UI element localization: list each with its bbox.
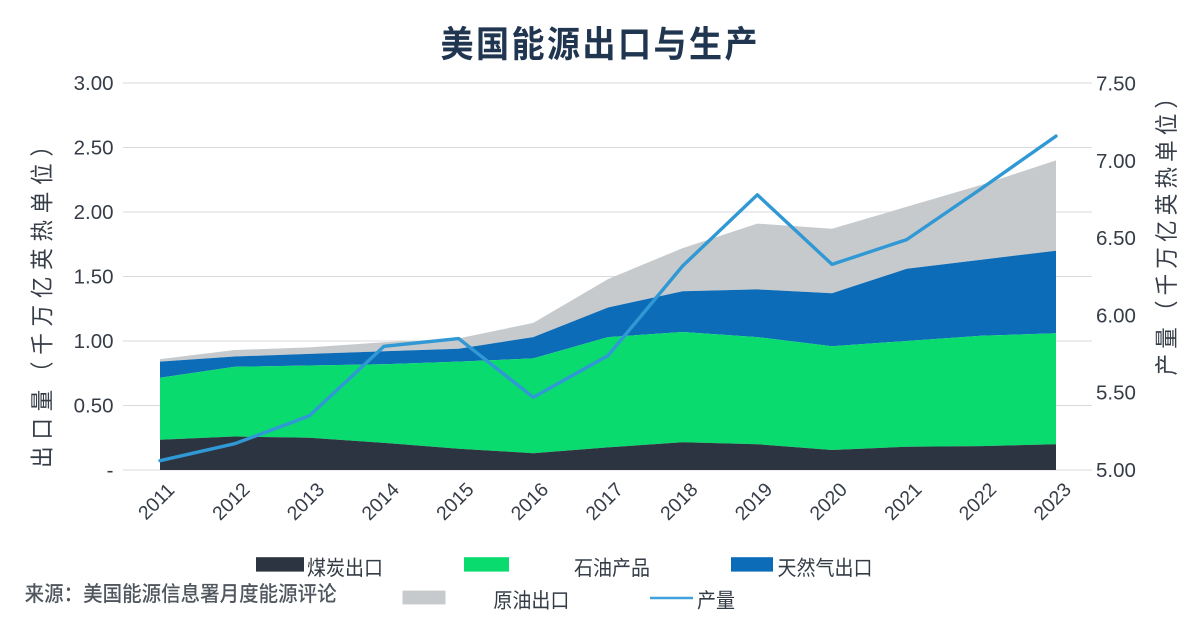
svg-text:5.50: 5.50: [1096, 382, 1136, 405]
svg-text:7.50: 7.50: [1096, 73, 1136, 96]
svg-text:1.00: 1.00: [74, 330, 114, 353]
svg-text:3.00: 3.00: [74, 72, 114, 95]
svg-text:5.00: 5.00: [1096, 459, 1136, 482]
svg-text:6.00: 6.00: [1096, 304, 1136, 327]
svg-text:2.50: 2.50: [74, 137, 114, 160]
svg-text:1.50: 1.50: [74, 266, 114, 289]
svg-text:2.00: 2.00: [74, 201, 114, 224]
svg-text:7.00: 7.00: [1096, 150, 1136, 173]
svg-text:-: -: [107, 459, 114, 482]
svg-text:6.50: 6.50: [1096, 227, 1136, 250]
svg-text:0.50: 0.50: [74, 395, 114, 418]
